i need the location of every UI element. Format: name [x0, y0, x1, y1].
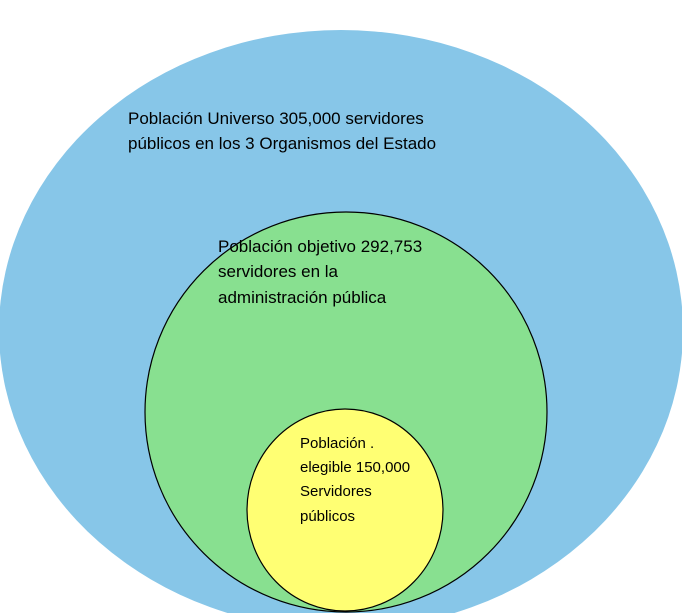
- target-label-line: administración pública: [218, 288, 387, 307]
- universe-label-line: públicos en los 3 Organismos del Estado: [128, 134, 436, 153]
- target-label-line: servidores en la: [218, 262, 339, 281]
- eligible-label-line: elegible 150,000: [300, 459, 410, 476]
- eligible-label-line: públicos: [300, 508, 355, 525]
- eligible-circle: [246, 408, 444, 612]
- eligible-label-line: Población .: [300, 435, 374, 452]
- eligible-label-line: Servidores: [300, 483, 372, 500]
- target-label-line: Población objetivo 292,753: [218, 237, 422, 256]
- universe-label-line: Población Universo 305,000 servidores: [128, 109, 424, 128]
